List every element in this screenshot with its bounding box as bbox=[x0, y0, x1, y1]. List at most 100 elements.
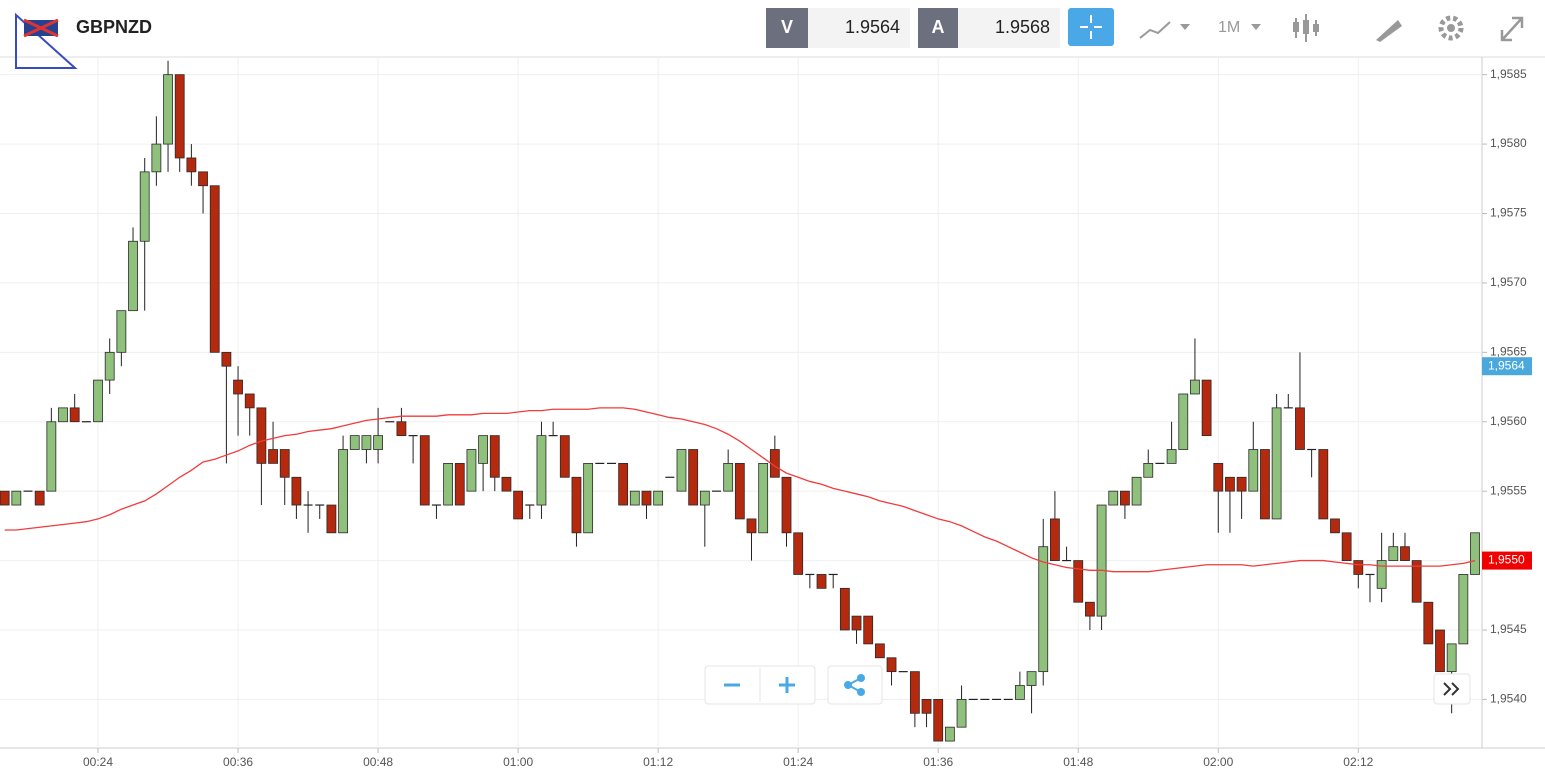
candle-body bbox=[536, 435, 547, 506]
candle-body bbox=[1341, 532, 1352, 561]
candle-body bbox=[1411, 560, 1422, 603]
moving-average bbox=[4, 407, 1476, 573]
bid-price: 1.9564 bbox=[845, 17, 900, 37]
share-dot bbox=[844, 681, 852, 689]
chart-type-button[interactable] bbox=[1139, 21, 1171, 39]
candle-body bbox=[69, 407, 80, 423]
bid-box[interactable] bbox=[808, 8, 910, 48]
candle-body bbox=[244, 393, 255, 409]
candle-body bbox=[373, 435, 383, 450]
candle-body bbox=[1236, 476, 1247, 492]
ask-box[interactable] bbox=[958, 8, 1060, 48]
candle-body bbox=[944, 726, 955, 742]
candle-body bbox=[338, 449, 348, 534]
candle-body bbox=[478, 435, 489, 464]
candle-body bbox=[1131, 476, 1142, 506]
candle-body bbox=[11, 490, 22, 506]
candle-body bbox=[221, 351, 232, 367]
candle-body bbox=[104, 351, 115, 381]
x-tick-label: 00:36 bbox=[223, 755, 253, 769]
crosshair-button[interactable] bbox=[1068, 8, 1114, 46]
candle-body bbox=[839, 587, 850, 631]
y-tick-label: 1,9585 bbox=[1490, 67, 1527, 81]
y-tick-label: 1,9575 bbox=[1490, 206, 1527, 220]
candle-body bbox=[1026, 671, 1037, 686]
candle-body bbox=[1178, 393, 1189, 450]
candle-body bbox=[676, 449, 687, 492]
candle-body bbox=[734, 462, 745, 520]
fullscreen-button[interactable] bbox=[1500, 16, 1524, 42]
candle-body bbox=[1271, 407, 1282, 520]
candle-body bbox=[1446, 643, 1457, 673]
candle-body bbox=[1108, 490, 1119, 506]
ask-price: 1.9568 bbox=[995, 17, 1050, 37]
x-tick-label: 02:12 bbox=[1343, 755, 1373, 769]
price-tag-label: 1,9550 bbox=[1488, 553, 1525, 567]
candle-body bbox=[1190, 379, 1200, 395]
dropdown-arrow bbox=[1180, 24, 1190, 30]
candle-body bbox=[256, 407, 267, 464]
candle-body bbox=[1330, 518, 1340, 534]
flag-cross bbox=[23, 18, 59, 38]
share-dot bbox=[857, 688, 865, 696]
candle-body bbox=[93, 379, 103, 423]
candle-body bbox=[933, 699, 944, 742]
price-tag bbox=[1482, 551, 1532, 570]
candle-icon bbox=[1293, 22, 1299, 32]
x-tick-label: 01:00 bbox=[503, 755, 533, 769]
x-tick-label: 01:36 bbox=[923, 755, 953, 769]
candle-body bbox=[1470, 532, 1480, 575]
candle-body bbox=[233, 379, 243, 395]
candle-body bbox=[851, 615, 862, 631]
bid-label-box bbox=[766, 8, 808, 48]
candle-body bbox=[1435, 629, 1445, 673]
candle-body bbox=[688, 449, 699, 506]
candle-body bbox=[1388, 546, 1399, 561]
candle-body bbox=[186, 157, 197, 173]
y-tick-label: 1,9560 bbox=[1490, 414, 1527, 428]
y-tick-label: 1,9545 bbox=[1490, 622, 1527, 636]
share-box bbox=[827, 665, 883, 705]
settings-button[interactable] bbox=[1438, 15, 1464, 41]
candle-body bbox=[886, 657, 897, 673]
candle-body bbox=[874, 643, 885, 659]
candle-body bbox=[1213, 462, 1224, 492]
x-tick-label: 00:48 bbox=[363, 755, 393, 769]
zoom-in[interactable] bbox=[779, 677, 795, 693]
candle-body bbox=[163, 74, 173, 145]
x-tick-label: 01:48 bbox=[1063, 755, 1093, 769]
candle-body bbox=[1120, 490, 1130, 506]
candle-body bbox=[58, 407, 68, 423]
candle-body bbox=[1400, 546, 1410, 561]
candle-body bbox=[956, 699, 967, 728]
candle-body bbox=[0, 490, 10, 506]
candle-body bbox=[1143, 462, 1154, 478]
scroll-end-button[interactable] bbox=[1443, 682, 1460, 696]
candle-body bbox=[501, 476, 512, 492]
settings-icon bbox=[1447, 24, 1455, 32]
crosshair-icon bbox=[1080, 15, 1102, 39]
candle-body bbox=[618, 462, 629, 506]
candle-body bbox=[1038, 546, 1049, 673]
candle-body bbox=[419, 435, 430, 506]
candle-body bbox=[909, 671, 920, 714]
candle-body bbox=[489, 435, 500, 478]
y-tick-label: 1,9540 bbox=[1490, 692, 1527, 706]
candle-body bbox=[816, 574, 827, 589]
plot: 1,95401,95451,95501,95551,95601,95651,95… bbox=[0, 58, 1532, 769]
candle-body bbox=[723, 462, 734, 492]
candle-body bbox=[1260, 449, 1270, 520]
candle-body bbox=[781, 476, 792, 534]
candle-body bbox=[746, 518, 757, 534]
x-tick-label: 01:12 bbox=[643, 755, 673, 769]
candle-body bbox=[1295, 407, 1305, 450]
timeframe[interactable]: 1M bbox=[1218, 19, 1240, 36]
candle-body bbox=[1166, 449, 1177, 464]
candle-body bbox=[454, 462, 465, 506]
draw-button[interactable] bbox=[1376, 20, 1402, 42]
candle-body bbox=[151, 143, 162, 173]
x-tick-label: 01:24 bbox=[783, 755, 813, 769]
share-dot bbox=[857, 674, 865, 682]
dropdown-arrow bbox=[1251, 24, 1261, 30]
